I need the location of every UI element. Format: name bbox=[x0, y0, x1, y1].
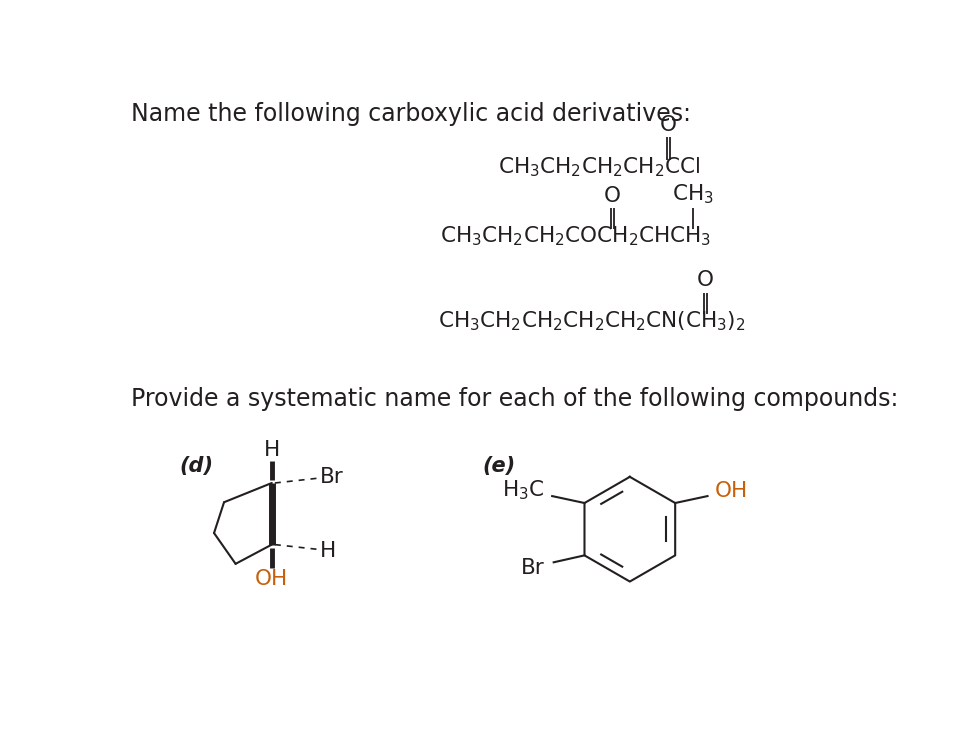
Text: CH$_3$CH$_2$CH$_2$CH$_2$CCl: CH$_3$CH$_2$CH$_2$CH$_2$CCl bbox=[497, 155, 700, 179]
Text: O: O bbox=[659, 115, 676, 135]
Text: Br: Br bbox=[319, 467, 343, 487]
Text: CH$_3$CH$_2$CH$_2$COCH$_2$CHCH$_3$: CH$_3$CH$_2$CH$_2$COCH$_2$CHCH$_3$ bbox=[440, 225, 711, 248]
Text: Name the following carboxylic acid derivatives:: Name the following carboxylic acid deriv… bbox=[131, 102, 690, 126]
Text: H: H bbox=[263, 440, 279, 460]
Text: Provide a systematic name for each of the following compounds:: Provide a systematic name for each of th… bbox=[131, 386, 898, 411]
Text: OH: OH bbox=[715, 480, 748, 501]
Text: O: O bbox=[603, 186, 620, 206]
Text: CH$_3$: CH$_3$ bbox=[672, 182, 713, 206]
Text: Br: Br bbox=[520, 558, 544, 577]
Text: (e): (e) bbox=[481, 456, 515, 476]
Text: (d): (d) bbox=[179, 456, 213, 476]
Text: H$_3$C: H$_3$C bbox=[501, 479, 544, 503]
Text: O: O bbox=[696, 271, 713, 290]
Text: H: H bbox=[319, 541, 335, 561]
Text: CH$_3$CH$_2$CH$_2$CH$_2$CH$_2$CN(CH$_3$)$_2$: CH$_3$CH$_2$CH$_2$CH$_2$CH$_2$CN(CH$_3$)… bbox=[437, 310, 744, 333]
Text: OH: OH bbox=[254, 569, 288, 589]
